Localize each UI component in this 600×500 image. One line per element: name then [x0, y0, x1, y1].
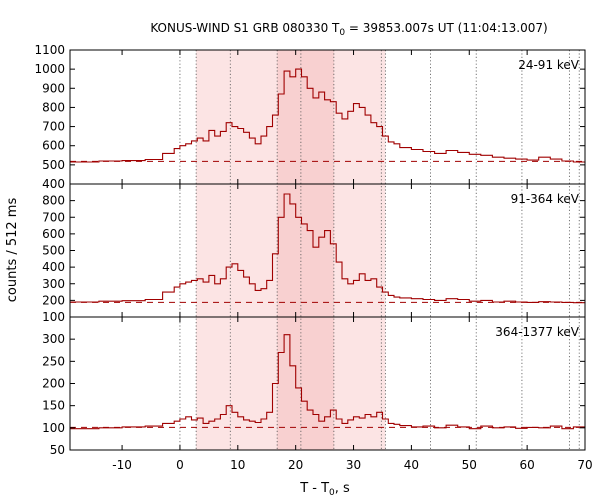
series-line [70, 68, 586, 163]
x-tick-label: 40 [404, 458, 419, 472]
energy-band-label: 91-364 keV [511, 192, 580, 206]
shaded-interval [277, 50, 334, 450]
energy-band-label: 364-1377 keV [495, 325, 579, 339]
y-axis-label: counts / 512 ms [5, 198, 20, 303]
y-tick-label: 100 [42, 310, 65, 324]
series-layer [70, 68, 586, 430]
shading-layer [196, 50, 386, 450]
x-tick-label: 70 [577, 458, 592, 472]
y-tick-label: 500 [42, 158, 65, 172]
x-tick-label: 0 [176, 458, 184, 472]
y-tick-label: 400 [42, 177, 65, 191]
y-tick-label: 500 [42, 244, 65, 258]
x-tick-label: 30 [346, 458, 361, 472]
y-tick-label: 800 [42, 194, 65, 208]
y-tick-label: 200 [42, 293, 65, 307]
y-tick-label: 800 [42, 100, 65, 114]
chart-title: KONUS-WIND S1 GRB 080330 T0 = 39853.007s… [150, 21, 547, 38]
x-tick-label: 60 [519, 458, 534, 472]
y-tick-label: 50 [50, 443, 65, 457]
x-tick-label: 50 [462, 458, 477, 472]
x-tick-label: 10 [230, 458, 245, 472]
y-tick-label: 100 [42, 421, 65, 435]
y-tick-label: 250 [42, 354, 65, 368]
x-axis-label: T - T0, s [299, 481, 350, 498]
grid-layer [179, 50, 580, 450]
y-tick-label: 1100 [34, 43, 65, 57]
y-tick-label: 600 [42, 139, 65, 153]
y-tick-label: 150 [42, 399, 65, 413]
series-line [70, 334, 586, 430]
y-tick-label: 600 [42, 227, 65, 241]
y-tick-label: 1000 [34, 62, 65, 76]
y-tick-label: 700 [42, 210, 65, 224]
panel-frame [69, 316, 586, 451]
y-tick-label: 700 [42, 120, 65, 134]
x-tick-label: -10 [112, 458, 132, 472]
y-tick-label: 200 [42, 377, 65, 391]
y-tick-label: 900 [42, 81, 65, 95]
y-tick-label: 400 [42, 260, 65, 274]
series-line [70, 193, 586, 304]
y-tick-label: 300 [42, 332, 65, 346]
y-tick-label: 300 [42, 277, 65, 291]
x-tick-label: 20 [288, 458, 303, 472]
energy-band-label: 24-91 keV [518, 58, 580, 72]
